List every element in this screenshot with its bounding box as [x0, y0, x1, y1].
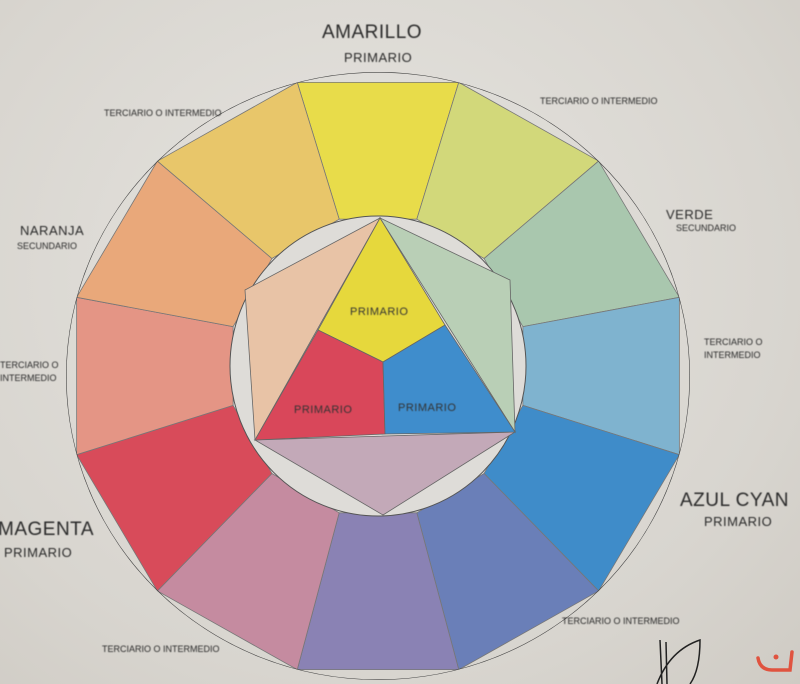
- label-terciario-bottom-right: TERCIARIO O INTERMEDIO: [562, 616, 680, 626]
- inner-triangle-violet: [253, 431, 517, 516]
- label-terciario-top-left: TERCIARIO O INTERMEDIO: [104, 108, 222, 118]
- label-azul-cyan: AZUL CYAN: [680, 490, 790, 511]
- primary-blue: [382, 324, 516, 435]
- label-terciario-right-2: INTERMEDIO: [704, 350, 761, 360]
- signature: [656, 638, 701, 684]
- label-primary-red: PRIMARIO: [294, 404, 353, 416]
- label-primary-yellow: PRIMARIO: [350, 306, 409, 318]
- label-primary-blue: PRIMARIO: [398, 402, 457, 414]
- label-magenta-sub: PRIMARIO: [4, 545, 73, 560]
- label-verde-sub: SECUNDARIO: [676, 223, 737, 233]
- inner-triangle-green: [378, 217, 516, 434]
- wheel-segment-amarillo-naranja: [156, 81, 340, 260]
- label-verde: VERDE: [666, 207, 714, 222]
- label-naranja-sub: SECUNDARIO: [17, 241, 78, 251]
- label-terciario-top-right: TERCIARIO O INTERMEDIO: [540, 96, 658, 106]
- watermark-dot: [773, 654, 779, 660]
- label-naranja: NARANJA: [20, 223, 85, 238]
- label-terciario-left-2: INTERMEDIO: [0, 373, 57, 383]
- label-terciario-bottom-left: TERCIARIO O INTERMEDIO: [102, 644, 220, 654]
- watermark-logo: [756, 650, 794, 672]
- label-amarillo: AMARILLO: [322, 22, 423, 43]
- label-amarillo-sub: PRIMARIO: [344, 50, 413, 65]
- label-magenta: MAGENTA: [0, 519, 95, 540]
- inner-triangle-orange: [244, 217, 382, 442]
- label-terciario-left-1: TERCIARIO O: [0, 360, 59, 370]
- label-terciario-right-1: TERCIARIO O: [704, 337, 763, 347]
- label-azul-cyan-sub: PRIMARIO: [704, 514, 773, 529]
